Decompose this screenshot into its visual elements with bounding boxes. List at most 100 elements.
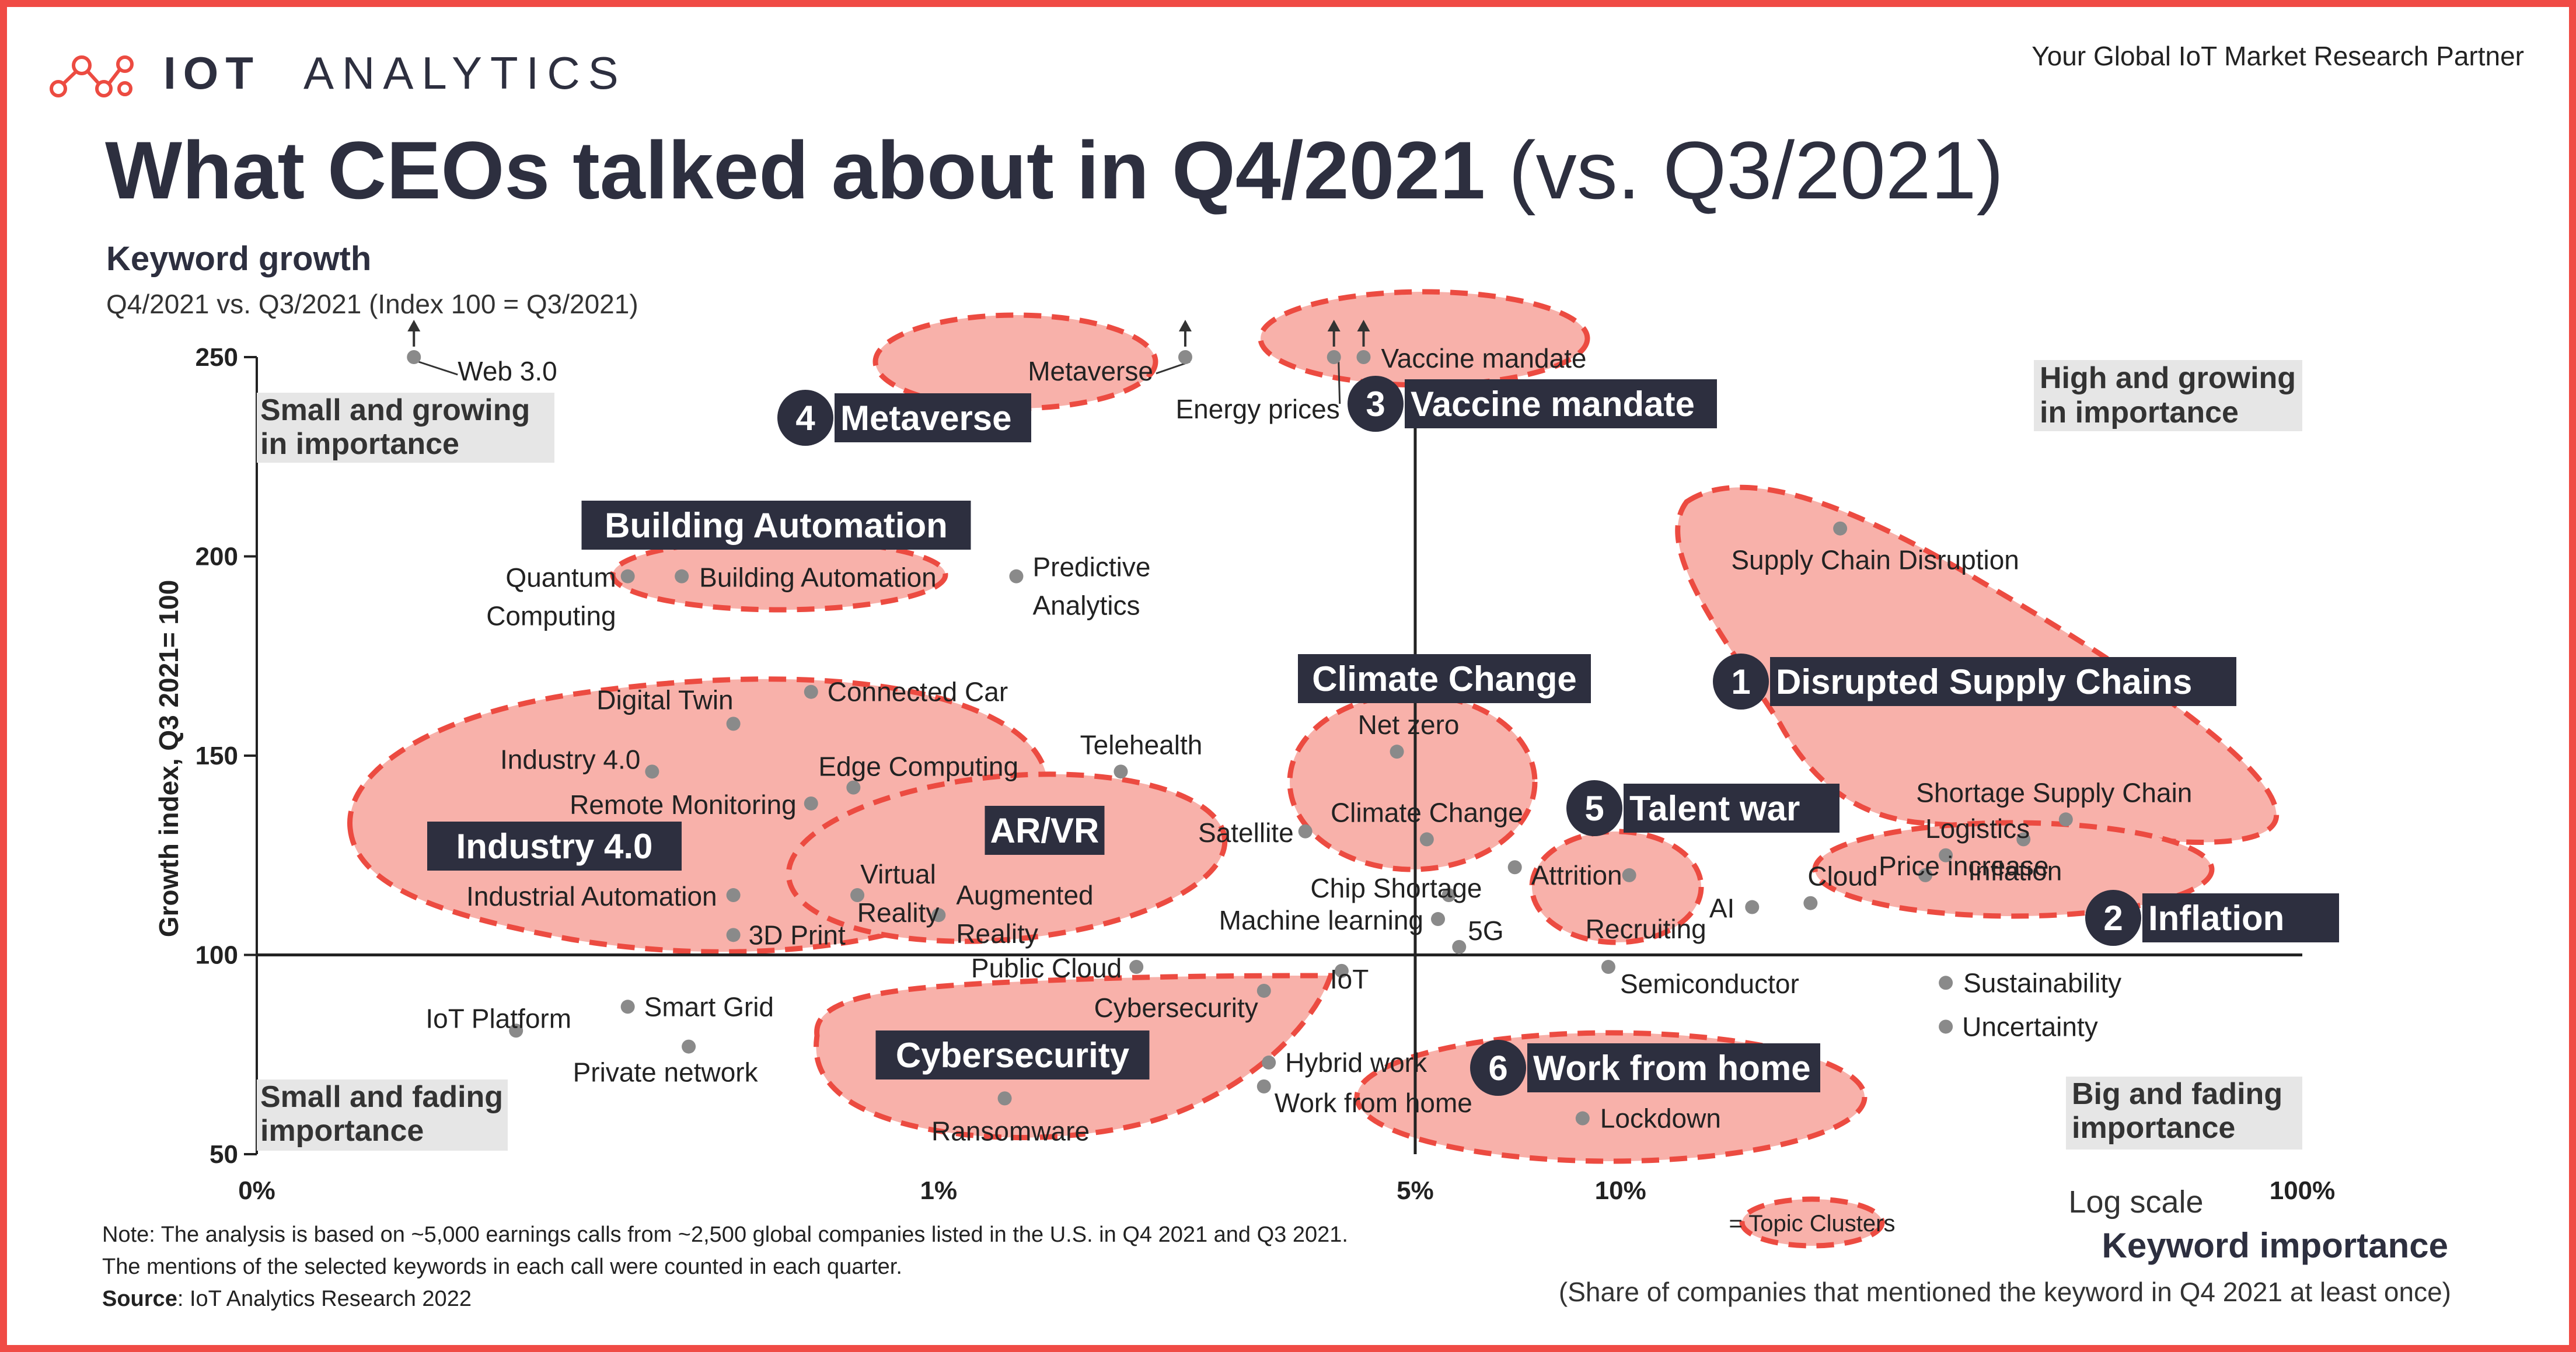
point-labels: Web 3.0 Metaverse Energy prices Vaccine man…: [425, 343, 2192, 1146]
point-predictive-analytics: [1009, 569, 1024, 584]
cluster-number: 1: [1731, 662, 1750, 701]
quadrant-labels: Small and growing in importance High and…: [257, 360, 2302, 1151]
point-label-semiconductor: Semiconductor: [1620, 969, 1799, 999]
point-label-3d-print: 3D Print: [749, 920, 846, 950]
point-label-iot-platform: IoT Platform: [425, 1003, 571, 1033]
label-leader-line: [418, 361, 458, 376]
point-label-industry-4-0: Industry 4.0: [500, 744, 640, 774]
point-private-network: [682, 1039, 696, 1054]
point-label-recruiting: Recruiting: [1586, 914, 1706, 944]
point-label-web-3-0: Web 3.0: [458, 356, 557, 386]
point-telehealth: [1114, 764, 1128, 779]
cluster-labels: 1 Disrupted Supply Chains 2 Inflation 3 Vacci…: [427, 376, 2339, 1096]
point-label-predictive-analytics: Predictive Analytics: [1032, 552, 1150, 621]
cluster-shape-ar-vr: [786, 771, 1228, 944]
point-logistics: [1939, 848, 1953, 862]
cluster-label-cybersecurity: Cybersecurity: [875, 1030, 1150, 1079]
point-label-public-cloud: Public Cloud: [971, 953, 1122, 983]
point-label-remote-monitoring: Remote Monitoring: [570, 789, 797, 820]
cluster-number: 5: [1584, 789, 1604, 828]
point-label-cybersecurity: Cybersecurity: [1094, 993, 1258, 1023]
point-augmented-reality: [931, 908, 946, 923]
point-uncertainty: [1939, 1019, 1953, 1034]
cluster-number: 4: [795, 399, 815, 438]
cluster-name: Talent war: [1629, 789, 1800, 828]
y-axis-title: Keyword growth: [106, 240, 371, 278]
point-attrition: [1507, 860, 1522, 875]
point-label-augmented-reality: Augmented Reality: [956, 880, 1093, 949]
cluster-number: 3: [1366, 385, 1385, 424]
quadrant-bottom-left: Small and fading importance: [257, 1079, 508, 1151]
point-iot: [1334, 963, 1349, 978]
cluster-name: Industry 4.0: [456, 827, 653, 866]
cluster-name: Climate Change: [1312, 659, 1576, 698]
point-label-5g: 5G: [1468, 916, 1503, 946]
x-tick-label: 1%: [920, 1176, 958, 1205]
svg-text:in importance: in importance: [2040, 396, 2239, 429]
point-connected-car: [804, 684, 818, 699]
point-label-supply-chain-disruption: Supply Chain Disruption: [1731, 545, 2019, 575]
point-label-net-zero: Net zero: [1358, 710, 1460, 740]
point-shortage-supply-chain: [2058, 812, 2073, 827]
point-label-chip-shortage: Chip Shortage: [1310, 873, 1482, 903]
x-axis-subtitle: (Share of companies that mentioned the k…: [1559, 1277, 2451, 1307]
point-digital-twin: [726, 717, 741, 731]
point-edge-computing: [846, 780, 861, 795]
point-sustainability: [1939, 976, 1953, 990]
y-axis-ticks: 50 100 150 200 250: [196, 343, 257, 1169]
y-axis-label: Growth index, Q3 2021= 100: [153, 580, 184, 937]
point-industry-4-0: [645, 764, 659, 779]
cluster-label-metaverse: 4 Metaverse: [777, 390, 1031, 446]
quadrant-top-right: High and growing in importance: [2034, 360, 2302, 431]
y-tick-label: 100: [196, 941, 238, 970]
cluster-label-ar-vr: AR/VR: [985, 806, 1105, 855]
x-tick-label: 0%: [238, 1176, 275, 1205]
cluster-shape-talent-war: [1529, 829, 1704, 945]
legend-cluster-swatch: [1739, 1196, 1885, 1249]
x-tick-label: 100%: [2270, 1176, 2336, 1205]
point-label-digital-twin: Digital Twin: [596, 684, 733, 715]
cluster-label-climate-change: Climate Change: [1298, 654, 1591, 703]
point-label-lockdown: Lockdown: [1600, 1103, 1721, 1134]
cluster-name: Inflation: [2148, 899, 2284, 938]
cluster-name: Cybersecurity: [896, 1036, 1130, 1075]
point-inflation: [2016, 832, 2031, 847]
cluster-label-industry-4-0: Industry 4.0: [427, 822, 682, 871]
tagline: Your Global IoT Market Research Partner: [2032, 41, 2524, 71]
overflow-arrowhead: [407, 320, 421, 331]
point-industrial-automation: [726, 888, 741, 903]
point-label-sustainability: Sustainability: [1963, 967, 2121, 998]
point-label-edge-computing: Edge Computing: [818, 752, 1018, 782]
x-axis-ticks: 0% 1% 5% 10% 100%: [238, 1176, 2335, 1205]
point-chip-shortage: [1441, 888, 1456, 903]
point-satellite: [1298, 824, 1313, 839]
svg-text:Small and fading: Small and fading: [260, 1080, 503, 1114]
point-energy-prices: [1327, 350, 1341, 364]
quadrant-bottom-right: Big and fading importance: [2066, 1077, 2302, 1150]
cluster-name: Metaverse: [840, 399, 1012, 438]
point-ai: [1745, 900, 1760, 914]
y-tick-label: 200: [196, 543, 238, 571]
label-leader-line: [1338, 361, 1341, 404]
cluster-label-vaccine-mandate: 3 Vaccine mandate: [1348, 376, 1717, 432]
point-smart-grid: [620, 1000, 635, 1014]
topic-cluster-shapes: [347, 289, 2280, 1249]
point-label-quantum-computing: Quantum Computing: [486, 563, 616, 631]
y-axis-subtitle: Q4/2021 vs. Q3/2021 (Index 100 = Q3/2021…: [106, 289, 638, 319]
cluster-number: 2: [2103, 899, 2123, 938]
x-tick-label: 10%: [1595, 1176, 1646, 1205]
cluster-name: Work from home: [1533, 1049, 1811, 1088]
point-semiconductor: [1601, 959, 1615, 974]
cluster-name: Disrupted Supply Chains: [1776, 662, 2192, 701]
footer-source: Source: IoT Analytics Research 2022: [102, 1287, 472, 1311]
footer-note-2: The mentions of the selected keywords in…: [102, 1255, 902, 1279]
point-hybrid-work: [1262, 1055, 1276, 1070]
svg-text:Big and fading: Big and fading: [2072, 1077, 2282, 1111]
point-label-machine-learning: Machine learning: [1219, 905, 1423, 935]
point-label-cloud: Cloud: [1807, 861, 1877, 892]
point-public-cloud: [1129, 959, 1144, 974]
point-climate-change: [1419, 832, 1434, 847]
x-axis-title: Keyword importance: [2102, 1226, 2448, 1265]
point-label-building-automation: Building Automation: [699, 563, 937, 593]
